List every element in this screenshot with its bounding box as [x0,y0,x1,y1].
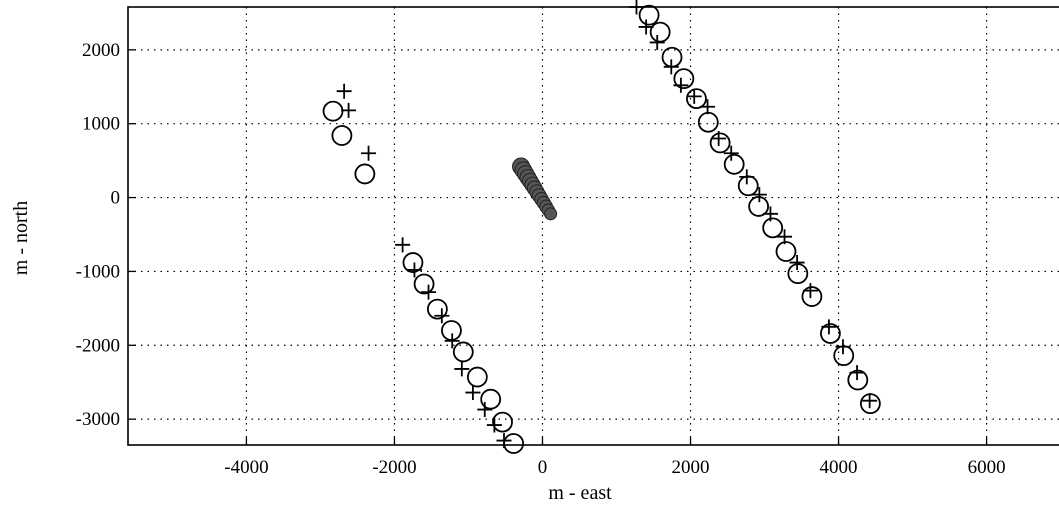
plus-point [739,169,755,185]
plus-point [336,83,352,99]
circle-point [686,88,707,109]
circle-point [697,111,719,133]
x-tick-label: -4000 [224,457,268,478]
plus-point [762,206,778,222]
circle-point [723,153,745,175]
circle-point [801,286,823,307]
y-tick-label: -2000 [76,335,120,356]
circle-point [762,217,784,239]
plot-frame [127,6,1059,446]
plus-point [673,77,689,93]
circle-point [492,411,513,433]
circle-point [466,366,488,388]
circle-point [426,298,448,320]
plus-point [751,187,767,203]
y-tick-label: 0 [111,188,121,209]
x-tick-label: 6000 [968,457,1006,478]
plus-point [361,145,377,161]
y-tick-label: 1000 [82,114,120,135]
plus-point [686,88,702,104]
x-axis-label: m - east [548,482,612,504]
plus-point [711,130,727,146]
plus-point [486,417,502,433]
x-tick-label: 0 [538,457,548,478]
plus-point [638,19,654,35]
circle-point [413,273,435,295]
tick-labels: -4000 -2000 0 2000 4000 6000 -3000 -2000 -1000 0 1… [76,40,1006,478]
circle-point [331,125,353,146]
plus-point [789,255,805,271]
y-axis-label: m - north [10,201,32,275]
plus-point [406,262,422,278]
y-tick-label: -3000 [76,409,120,430]
plus-point [849,365,865,381]
plus-point [444,333,460,349]
plus-point [723,145,739,161]
plus-point [421,284,437,300]
central-point-cluster [512,157,558,221]
circle-point [402,252,424,273]
plus-point [454,361,470,377]
grid [128,7,1059,445]
y-tick-label: 2000 [82,40,120,61]
plus-point [835,339,851,355]
x-tick-label: 4000 [820,457,858,478]
plus-point [477,402,493,418]
circle-point [737,175,759,197]
plus-point [649,34,665,50]
data-markers [322,0,881,454]
plus-point [341,102,357,118]
circle-point [820,323,841,344]
circle-point [322,100,344,122]
circle-point [649,21,671,43]
circle-point [452,341,474,363]
circle-point [638,4,660,26]
circle-point [354,163,376,185]
x-tick-label: 2000 [672,457,710,478]
plus-point [700,99,716,115]
plus-point [862,393,878,409]
plus-point [663,59,679,75]
x-tick-label: -2000 [372,457,416,478]
circle-point [503,433,525,454]
plus-point [465,385,481,401]
plus-point [434,308,450,324]
plus-point [821,319,837,335]
plus-point [777,229,793,245]
circle-point [709,132,731,154]
plus-point [802,283,818,299]
circle-point [775,241,797,262]
circle-point [673,68,695,90]
y-tick-label: -1000 [76,261,120,282]
cluster-point [544,207,558,221]
plus-point [395,237,411,253]
